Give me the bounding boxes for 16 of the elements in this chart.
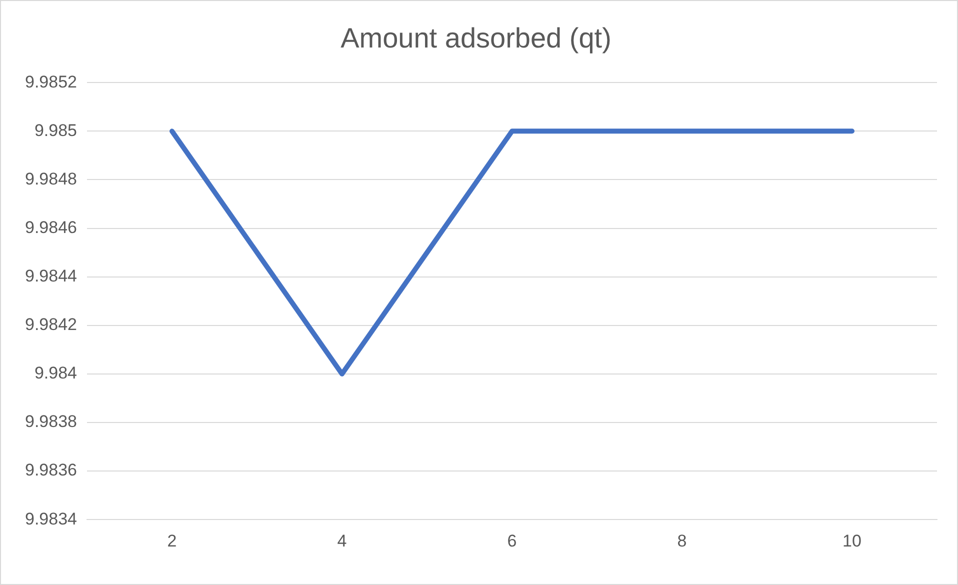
x-tick-label: 8 [677,531,687,550]
y-tick-label: 9.9846 [24,218,77,237]
x-tick-label: 6 [507,531,517,550]
x-tick-label: 4 [337,531,347,550]
x-tick-label: 2 [167,531,177,550]
y-tick-label: 9.9848 [24,169,77,188]
y-tick-label: 9.9842 [24,315,77,334]
y-tick-label: 9.9836 [24,460,77,480]
chart-title: Amount adsorbed (qt) [340,22,612,54]
x-tick-label: 10 [842,531,862,550]
y-tick-label: 9.9834 [24,509,77,528]
y-tick-label: 9.9838 [24,412,77,432]
y-tick-label: 9.9852 [24,72,77,92]
y-tick-label: 9.9844 [24,266,77,286]
y-tick-label: 9.984 [34,364,77,383]
y-tick-label: 9.985 [34,120,77,140]
